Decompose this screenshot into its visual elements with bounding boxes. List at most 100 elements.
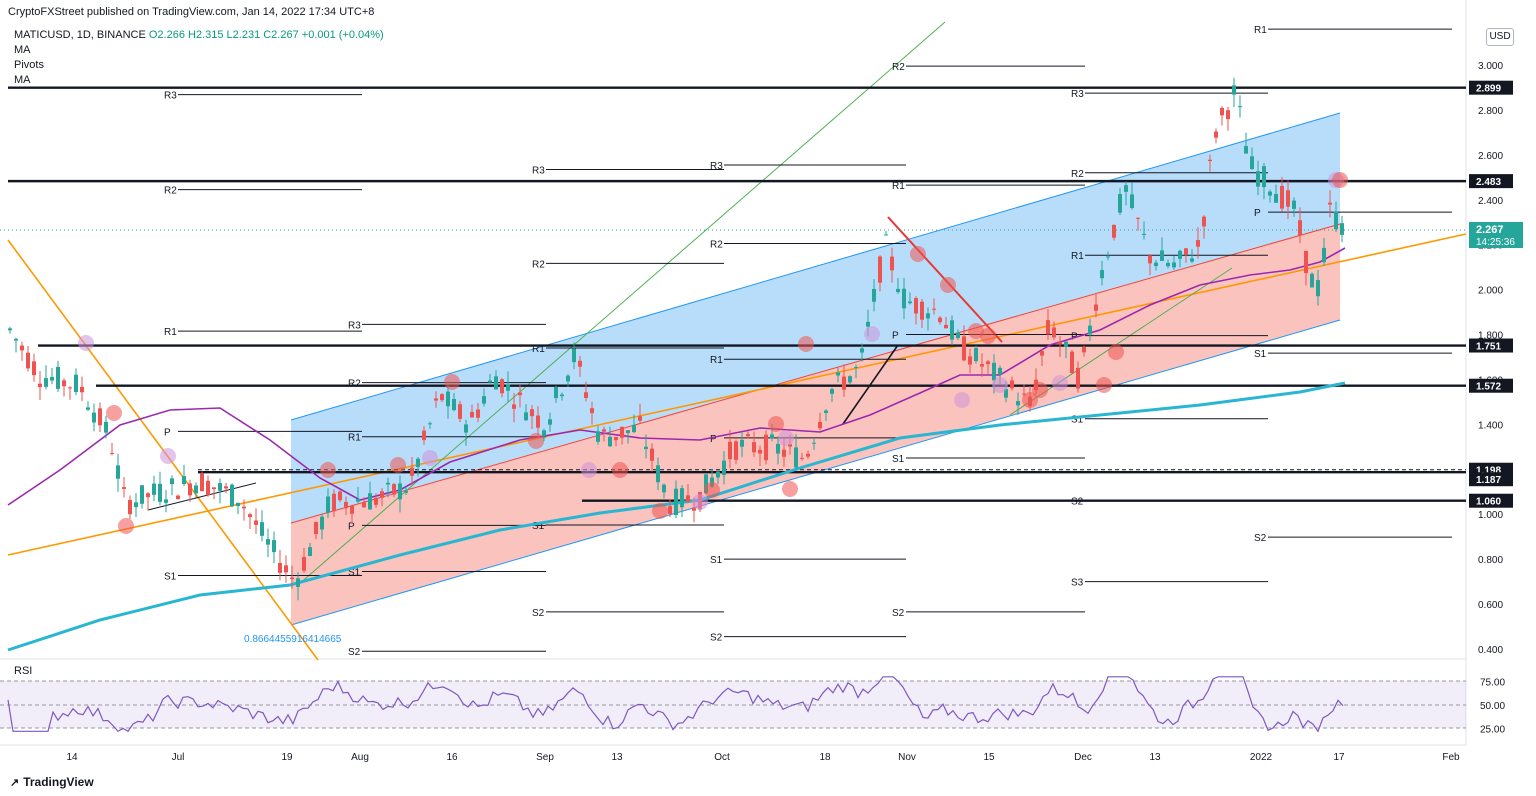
candle-body bbox=[872, 288, 876, 302]
candle-body bbox=[80, 386, 84, 393]
touch-marker bbox=[320, 462, 336, 478]
pivot-label: S2 bbox=[348, 647, 361, 658]
candle-body bbox=[134, 502, 138, 508]
touch-marker bbox=[390, 457, 406, 473]
candle-body bbox=[728, 441, 732, 460]
candle-body bbox=[974, 347, 978, 362]
candle-body bbox=[350, 505, 354, 514]
candle-body bbox=[158, 483, 162, 502]
candle-body bbox=[116, 465, 120, 479]
candle-body bbox=[512, 404, 516, 409]
channel-upper-band bbox=[291, 113, 1340, 523]
touch-marker bbox=[954, 392, 970, 408]
touch-markers bbox=[78, 172, 1348, 534]
candle-body bbox=[998, 367, 1002, 375]
touch-marker bbox=[1332, 172, 1348, 188]
level-badge bbox=[1469, 472, 1513, 487]
candle-body bbox=[926, 313, 930, 319]
candle-body bbox=[1292, 200, 1296, 209]
candle-body bbox=[314, 522, 318, 535]
candle-body bbox=[1100, 270, 1104, 279]
candle-body bbox=[32, 361, 36, 376]
symbol-name[interactable]: MATICUSD, 1D, BINANCE bbox=[14, 29, 146, 41]
black-wedge-line bbox=[842, 344, 899, 425]
candle-body bbox=[1190, 258, 1194, 262]
pivot-label: P bbox=[892, 331, 899, 342]
candle-body bbox=[266, 539, 270, 545]
candle-body bbox=[932, 308, 936, 310]
legend-ma-1[interactable]: MA bbox=[14, 44, 31, 56]
candle-body bbox=[620, 426, 624, 438]
candle-body bbox=[164, 499, 168, 503]
candle-body bbox=[1274, 193, 1278, 203]
candle-body bbox=[374, 497, 378, 505]
level-badge-label: 1.060 bbox=[1476, 497, 1501, 508]
candle-body bbox=[1238, 106, 1242, 108]
touch-marker bbox=[778, 430, 794, 446]
candle-body bbox=[1016, 401, 1020, 406]
touch-marker bbox=[864, 326, 880, 342]
candle-body bbox=[596, 431, 600, 442]
legend-pivots[interactable]: Pivots bbox=[14, 59, 44, 71]
candle-body bbox=[578, 360, 582, 367]
rsi-label: RSI bbox=[14, 665, 32, 677]
candle-body bbox=[68, 387, 72, 389]
legend-ma-2[interactable]: MA bbox=[14, 74, 31, 86]
rsi-tick-label: 50.00 bbox=[1480, 701, 1505, 712]
time-tick-label: 16 bbox=[446, 752, 458, 763]
candle-body bbox=[440, 394, 444, 401]
candle-body bbox=[968, 356, 972, 365]
candle-body bbox=[980, 364, 984, 367]
candle-body bbox=[494, 376, 498, 390]
candle-body bbox=[380, 491, 384, 498]
candle-body bbox=[1142, 233, 1146, 235]
touch-marker bbox=[160, 448, 176, 464]
currency-button[interactable]: USD bbox=[1486, 28, 1514, 46]
candle-body bbox=[1160, 250, 1164, 261]
candle-body bbox=[1304, 250, 1308, 274]
candle-body bbox=[662, 484, 666, 493]
candle-body bbox=[956, 332, 960, 339]
time-tick-label: Feb bbox=[1442, 752, 1460, 763]
time-tick-label: Oct bbox=[714, 752, 730, 763]
level-badge-label: 1.187 bbox=[1476, 475, 1501, 486]
candle-body bbox=[824, 410, 828, 414]
pivot-label: R2 bbox=[1071, 169, 1084, 180]
footer-brand[interactable]: TradingView bbox=[23, 775, 94, 789]
price-tick-label: 2.600 bbox=[1478, 151, 1503, 162]
pivot-label: R1 bbox=[164, 327, 177, 338]
level-badge bbox=[1469, 80, 1513, 95]
pivot-label: S1 bbox=[1254, 349, 1267, 360]
candle-body bbox=[224, 486, 228, 489]
touch-marker bbox=[968, 323, 984, 339]
candle-body bbox=[542, 430, 546, 437]
candle-body bbox=[842, 376, 846, 390]
candle-body bbox=[14, 338, 18, 341]
touch-marker bbox=[1052, 375, 1068, 391]
candle-body bbox=[986, 361, 990, 365]
candle-body bbox=[848, 376, 852, 383]
candle-body bbox=[284, 565, 288, 573]
candle-body bbox=[626, 430, 630, 434]
candle-body bbox=[518, 392, 522, 396]
candle-body bbox=[1340, 223, 1344, 235]
touch-marker bbox=[422, 450, 438, 466]
candle-body bbox=[56, 366, 60, 389]
rsi-line bbox=[7, 676, 1344, 733]
candle-body bbox=[50, 376, 54, 381]
candle-body bbox=[506, 384, 510, 391]
candle-body bbox=[1244, 146, 1248, 154]
candle-body bbox=[1046, 320, 1050, 335]
time-tick-label: 13 bbox=[1149, 752, 1161, 763]
pivot-label: R2 bbox=[348, 379, 361, 390]
candle-body bbox=[632, 424, 636, 433]
candle-body bbox=[236, 502, 240, 507]
level-badge bbox=[1469, 338, 1513, 353]
candle-body bbox=[194, 485, 198, 494]
candle-body bbox=[1076, 367, 1080, 389]
candle-body bbox=[776, 443, 780, 454]
pivot-label: R1 bbox=[1254, 25, 1267, 36]
price-tick-label: 2.400 bbox=[1478, 196, 1503, 207]
level-badge bbox=[1469, 378, 1513, 393]
